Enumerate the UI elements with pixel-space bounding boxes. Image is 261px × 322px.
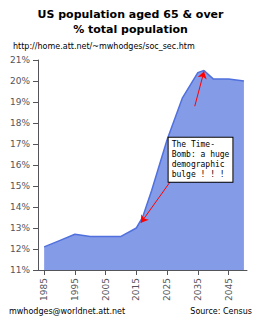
svg-text:Source: Census: Source: Census (190, 307, 252, 316)
svg-text:1985: 1985 (39, 278, 49, 301)
svg-text:21%: 21% (10, 55, 30, 65)
svg-text:19%: 19% (10, 97, 30, 107)
svg-text:18%: 18% (10, 118, 30, 128)
svg-text:11%: 11% (10, 265, 30, 275)
svg-text:2035: 2035 (193, 278, 203, 301)
svg-text:12%: 12% (10, 244, 30, 254)
svg-text:US population aged 65 & over: US population aged 65 & over (38, 8, 224, 21)
svg-text:2015: 2015 (131, 278, 141, 301)
svg-text:17%: 17% (10, 139, 30, 149)
svg-text:20%: 20% (10, 76, 30, 86)
svg-text:16%: 16% (10, 160, 30, 170)
svg-text:% total population: % total population (73, 23, 188, 36)
svg-text:demographic: demographic (172, 160, 225, 169)
svg-text:13%: 13% (10, 223, 30, 233)
svg-text:14%: 14% (10, 202, 30, 212)
svg-text:Bomb: a huge: Bomb: a huge (172, 150, 230, 159)
svg-text:15%: 15% (10, 181, 30, 191)
svg-text:bulge ! ! !: bulge ! ! ! (172, 170, 225, 179)
svg-text:The Time-: The Time- (172, 140, 215, 149)
svg-text:2025: 2025 (162, 278, 172, 301)
svg-text:2005: 2005 (101, 278, 111, 301)
svg-text:2045: 2045 (224, 278, 234, 301)
svg-text:1995: 1995 (70, 278, 80, 301)
svg-text:mwhodges@worldnet.att.net: mwhodges@worldnet.att.net (9, 307, 125, 316)
svg-text:http://home.att.net/~mwhodges/: http://home.att.net/~mwhodges/soc_sec.ht… (13, 42, 195, 51)
